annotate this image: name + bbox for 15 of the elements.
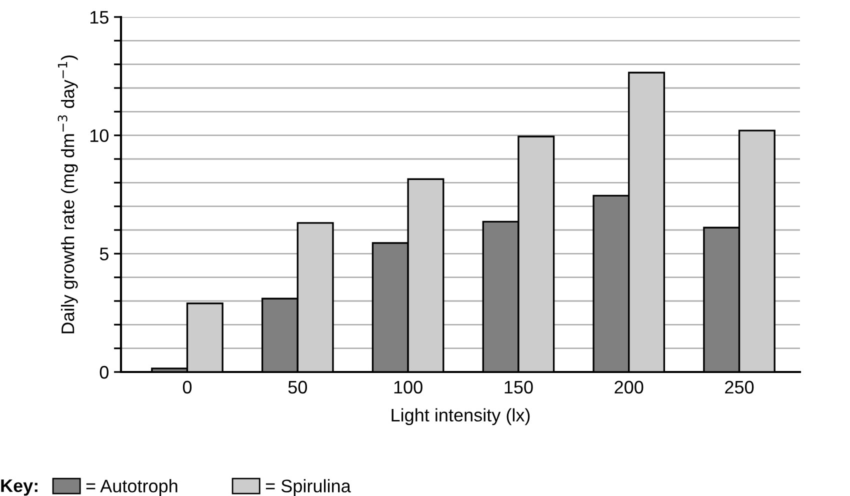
x-tick-label: 0 [182, 380, 192, 394]
y-tick-label: 10 [90, 129, 108, 142]
y-tick-label: 5 [100, 248, 108, 260]
x-tick-label: 100 [394, 380, 422, 394]
x-tick-label: 50 [288, 380, 307, 394]
x-tick-label: 150 [504, 380, 533, 394]
x-tick-label: 200 [614, 380, 644, 394]
legend-label: = Autotroph [86, 479, 178, 496]
y-axis-title: Daily growth rate (mg dm$^{−3}$ day$^{−1}$) [58, 56, 78, 334]
legend-title: Key: [1, 480, 38, 496]
y-tick-label: 0 [100, 366, 108, 379]
x-axis-title: Light intensity (lx) [392, 408, 530, 426]
y-tick-label: 15 [90, 11, 108, 24]
legend-label: = Spirulina [266, 479, 351, 496]
x-tick-label: 250 [725, 380, 754, 394]
